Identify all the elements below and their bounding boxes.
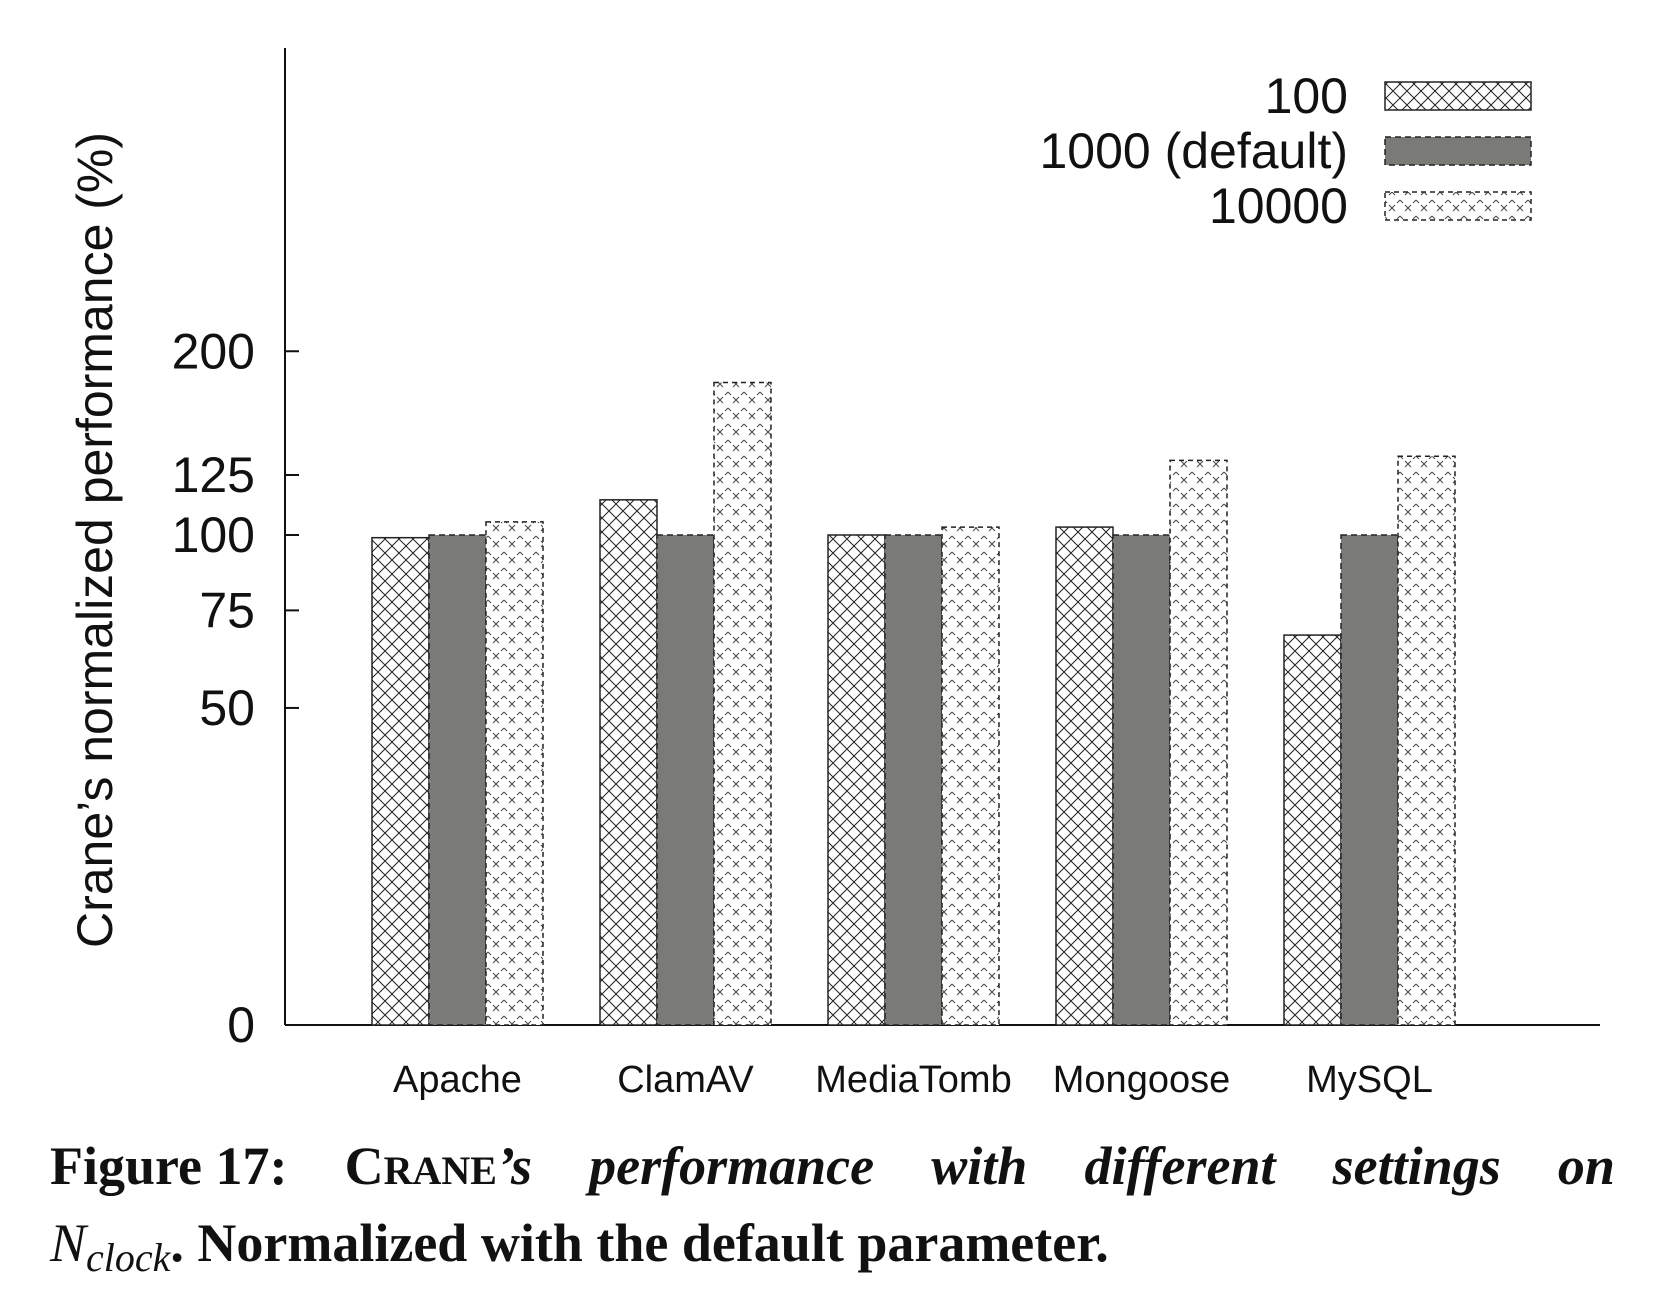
caption-n-subscript: clock [86, 1235, 171, 1280]
x-category-label: Apache [393, 1059, 522, 1101]
legend-swatch [1384, 136, 1532, 166]
y-tick-label: 125 [172, 447, 255, 503]
bar-clamav-1000 [656, 534, 715, 1026]
x-category-label: ClamAV [617, 1059, 754, 1101]
y-tick-label: 100 [172, 507, 255, 563]
bar-apache-1000 [428, 534, 487, 1026]
legend-swatch [1384, 81, 1532, 111]
x-category-label: MySQL [1306, 1059, 1433, 1101]
y-tick-label: 0 [227, 997, 255, 1053]
legend-label: 1000 (default) [1039, 123, 1348, 179]
bar-mongoose-10000 [1169, 459, 1228, 1026]
bar-clamav-10000 [713, 381, 772, 1026]
caption-word: settings [1332, 1136, 1501, 1196]
legend-swatch [1384, 191, 1532, 221]
y-tick-label: 75 [199, 582, 255, 638]
bar-mongoose-1000 [1112, 534, 1171, 1026]
bar-mysql-100 [1283, 634, 1342, 1026]
y-tick-label: 50 [199, 680, 255, 736]
legend-label: 10000 [1209, 178, 1348, 234]
x-category-label: MediaTomb [815, 1059, 1011, 1101]
figure-caption: Figure 17: CRANE’s performance with diff… [50, 1130, 1615, 1294]
bar-mysql-10000 [1397, 455, 1456, 1026]
caption-crane: CRANE’s [344, 1136, 532, 1196]
y-tick-label: 200 [172, 323, 255, 379]
caption-word: different [1084, 1136, 1276, 1196]
bar-mediatomb-100 [827, 534, 886, 1026]
y-axis-label: Crane’s normalized performance (%) [67, 132, 123, 948]
caption-n-symbol: N [50, 1213, 87, 1273]
bar-mediatomb-10000 [941, 526, 1000, 1026]
bar-apache-10000 [485, 521, 544, 1026]
x-category-label: Mongoose [1053, 1059, 1230, 1101]
bar-mongoose-100 [1055, 526, 1114, 1026]
bar-mysql-1000 [1340, 534, 1399, 1026]
legend-label: 100 [1265, 68, 1348, 124]
caption-word: with [931, 1136, 1028, 1196]
bar-apache-100 [371, 536, 430, 1026]
caption-word: on [1557, 1136, 1615, 1196]
bar-mediatomb-1000 [884, 534, 943, 1026]
caption-line2: . Normalized with the default parameter. [170, 1213, 1109, 1273]
bar-clamav-100 [599, 499, 658, 1026]
caption-fig-label: Figure 17: [50, 1136, 288, 1196]
caption-word: performance [589, 1136, 875, 1196]
